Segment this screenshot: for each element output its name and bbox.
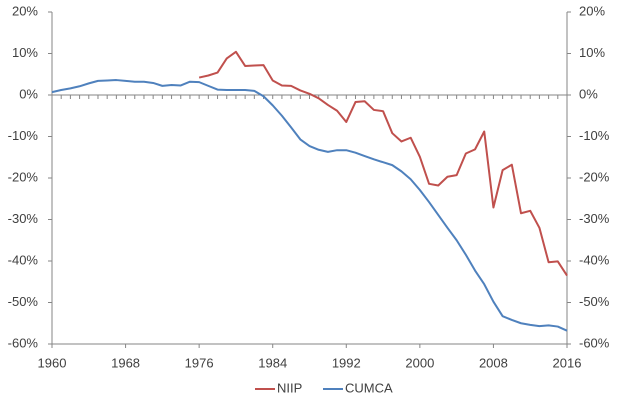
y2-tick-label: -10% [579, 128, 610, 143]
y2-tick-label: -20% [579, 169, 610, 184]
y-tick-label: 10% [12, 45, 38, 60]
series-line [198, 50, 568, 277]
y2-tick-label: -50% [579, 294, 610, 309]
y2-tick-label: 0% [579, 86, 598, 101]
x-tick-label: 1976 [185, 355, 214, 370]
y-tick-label: -40% [8, 252, 39, 267]
y-tick-label: -50% [8, 294, 39, 309]
y-tick-label: 20% [12, 3, 38, 18]
y-tick-label: -30% [8, 211, 39, 226]
x-tick-label: 1960 [38, 355, 67, 370]
x-tick-label: 2000 [405, 355, 434, 370]
y-tick-label: -20% [8, 169, 39, 184]
x-tick-label: 2008 [479, 355, 508, 370]
x-tick-label: 1984 [258, 355, 287, 370]
y2-tick-label: -40% [579, 252, 610, 267]
x-tick-label: 1992 [332, 355, 361, 370]
legend-label: NIIP [277, 380, 302, 395]
y2-tick-label: -60% [579, 335, 610, 350]
legend-label: CUMCA [345, 380, 393, 395]
y-tick-label: -10% [8, 128, 39, 143]
y2-tick-label: 20% [579, 3, 605, 18]
y2-tick-label: -30% [579, 211, 610, 226]
y-tick-label: 0% [19, 86, 38, 101]
y-tick-label: -60% [8, 335, 39, 350]
series-line [51, 79, 568, 332]
y2-tick-label: 10% [579, 45, 605, 60]
x-tick-label: 1968 [111, 355, 140, 370]
x-tick-label: 2016 [553, 355, 582, 370]
